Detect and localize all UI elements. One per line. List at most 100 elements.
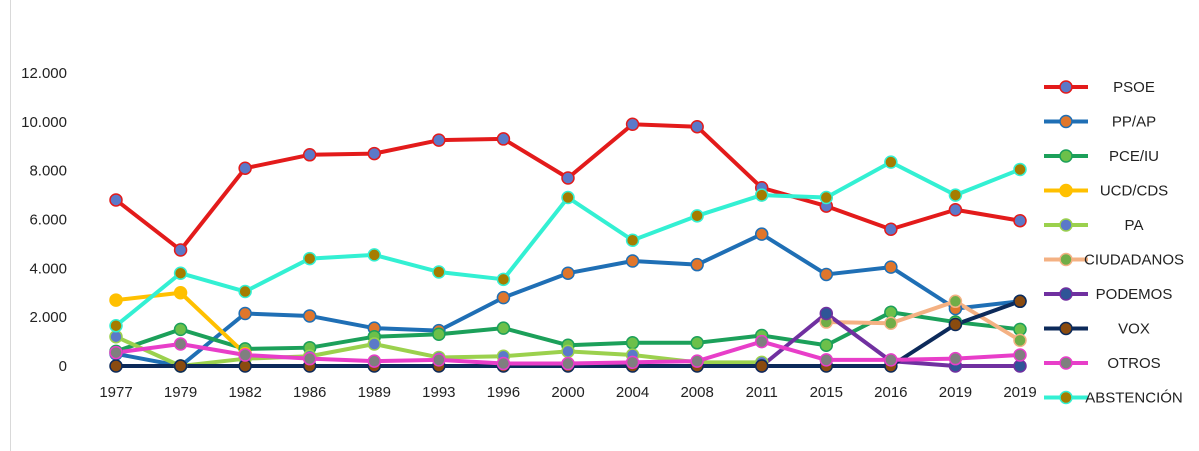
pp-ap-legend-label: PP/AP xyxy=(1112,114,1156,131)
abstenci-n-data-point xyxy=(1013,162,1027,177)
x-tick-label: 1979 xyxy=(164,384,197,401)
x-tick-label: 2008 xyxy=(680,384,713,401)
pce-iu-data-point xyxy=(173,322,188,337)
series-markers xyxy=(109,117,1027,373)
ucd-cds-legend-label: UCD/CDS xyxy=(1100,183,1168,200)
pp-ap-data-point xyxy=(625,254,640,268)
abstenci-n-data-point xyxy=(884,155,898,169)
abstenci-n-legend-marker xyxy=(1059,390,1073,405)
otros-data-point xyxy=(238,348,252,362)
psoe-data-point xyxy=(302,148,317,162)
x-tick-label: 2019 xyxy=(1003,384,1036,401)
y-tick-label: 8.000 xyxy=(29,163,67,180)
otros-data-point xyxy=(109,345,123,360)
abstenci-n-data-point xyxy=(496,272,511,287)
podemos-data-point xyxy=(819,306,834,321)
x-tick-label: 2019 xyxy=(939,384,972,401)
pce-iu-data-point xyxy=(690,336,704,350)
psoe-data-point xyxy=(884,222,898,237)
psoe-data-point xyxy=(238,161,252,175)
abstenci-n-series-line xyxy=(114,160,1022,328)
pce-iu-legend-marker xyxy=(1059,149,1073,163)
otros-data-point xyxy=(1013,348,1027,362)
pce-iu-data-point xyxy=(884,305,898,320)
abstenci-n-data-point xyxy=(819,190,834,205)
abstenci-n-data-point xyxy=(754,188,769,202)
abstenci-n-data-point xyxy=(561,190,575,205)
pa-data-point xyxy=(367,337,382,351)
psoe-data-point xyxy=(690,119,704,134)
x-axis-tick-labels: 1977 1979 1982 1986 1989 1993 1996 2000 2004 2008… xyxy=(99,384,1036,401)
pp-ap-data-point xyxy=(238,306,252,321)
otros-data-point xyxy=(432,353,446,367)
x-tick-label: 1996 xyxy=(487,384,520,401)
otros-data-point xyxy=(625,355,640,370)
pa-legend-marker xyxy=(1059,218,1073,232)
pce-iu-legend-label: PCE/IU xyxy=(1109,148,1159,165)
ciudadanos-legend-label: CIUDADANOS xyxy=(1084,252,1184,269)
pce-iu-data-point xyxy=(432,327,446,342)
psoe-data-point xyxy=(948,202,963,217)
x-tick-label: 2015 xyxy=(810,384,843,401)
y-tick-label: 2.000 xyxy=(29,309,67,326)
otros-data-point xyxy=(173,337,188,351)
psoe-legend-label: PSOE xyxy=(1113,79,1155,96)
x-tick-label: 1982 xyxy=(228,384,261,401)
otros-legend-label: OTROS xyxy=(1107,355,1160,372)
vox-data-point xyxy=(238,359,252,373)
pp-ap-data-point xyxy=(884,260,898,274)
y-tick-label: 10.000 xyxy=(21,114,67,131)
otros-data-point xyxy=(948,351,963,366)
otros-data-point xyxy=(884,353,898,367)
abstenci-n-data-point xyxy=(690,209,704,223)
vox-data-point xyxy=(109,359,123,373)
abstenci-n-data-point xyxy=(625,233,640,248)
x-tick-label: 2004 xyxy=(616,384,649,401)
chart-legend: PSOE PP/AP PCE/IU UCD/CDS PA CIUDADANOS PODEMO… xyxy=(1044,79,1184,407)
otros-data-point xyxy=(561,356,575,371)
x-tick-label: 1989 xyxy=(358,384,391,401)
pce-iu-data-point xyxy=(625,336,640,350)
psoe-data-point xyxy=(561,171,575,185)
otros-data-point xyxy=(754,334,769,349)
y-tick-label: 4.000 xyxy=(29,260,67,277)
ciudadanos-data-point xyxy=(884,316,898,331)
ciudadanos-series-line xyxy=(824,299,1022,343)
psoe-legend-marker xyxy=(1059,80,1073,94)
pa-legend-label: PA xyxy=(1125,217,1144,234)
psoe-data-point xyxy=(496,132,511,146)
pp-ap-data-point xyxy=(819,267,834,282)
y-tick-label: 0 xyxy=(59,358,67,375)
x-tick-label: 2011 xyxy=(746,384,778,401)
x-tick-label: 2000 xyxy=(551,384,584,401)
vox-legend-marker xyxy=(1059,321,1073,336)
abstenci-n-data-point xyxy=(432,265,446,279)
vox-data-point xyxy=(1013,294,1027,309)
x-tick-label: 1993 xyxy=(422,384,455,401)
x-tick-label: 2016 xyxy=(874,384,907,401)
vox-data-point xyxy=(754,359,769,373)
pa-data-point xyxy=(109,329,123,344)
abstenci-n-data-point xyxy=(948,188,963,202)
abstenci-n-data-point xyxy=(109,318,123,333)
otros-data-point xyxy=(819,353,834,367)
abstenci-n-data-point xyxy=(302,251,317,266)
x-tick-label: 1977 xyxy=(99,384,132,401)
ciudadanos-data-point xyxy=(948,294,963,309)
pce-iu-data-point xyxy=(1013,322,1027,337)
ucd-cds-legend-marker xyxy=(1059,183,1073,198)
otros-data-point xyxy=(302,351,317,366)
otros-legend-marker xyxy=(1059,356,1073,370)
pp-ap-data-point xyxy=(754,227,769,241)
pp-ap-data-point xyxy=(302,309,317,323)
psoe-data-point xyxy=(109,193,123,207)
psoe-data-point xyxy=(625,117,640,132)
pp-ap-data-point xyxy=(690,257,704,272)
pce-iu-data-point xyxy=(496,321,511,335)
y-axis-tick-labels: 0 2.000 4.000 6.000 8.000 10.000 12.000 xyxy=(21,65,67,375)
otros-data-point xyxy=(690,354,704,368)
psoe-data-point xyxy=(432,133,446,147)
abstenci-n-data-point xyxy=(238,284,252,299)
psoe-data-point xyxy=(367,146,382,161)
